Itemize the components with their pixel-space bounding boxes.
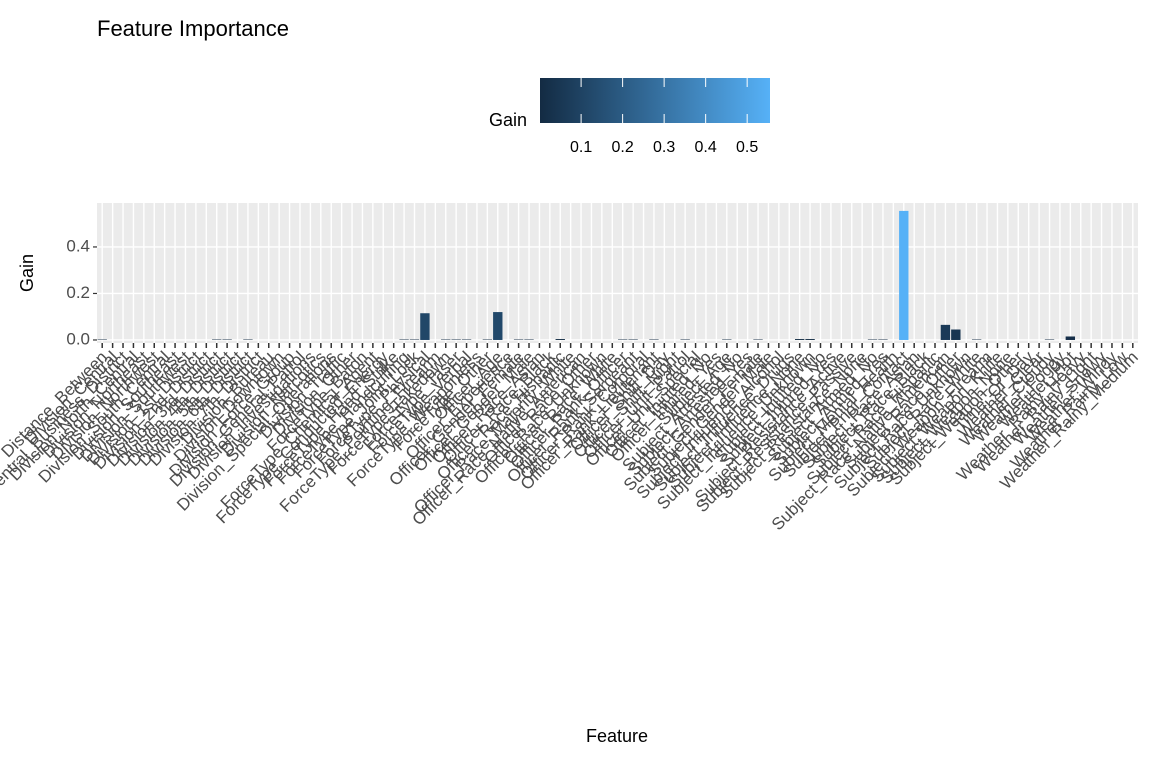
chart-title: Feature Importance [97,16,289,41]
legend-title: Gain [489,110,527,130]
bar [951,329,961,340]
y-tick-label: 0.4 [66,236,90,255]
plot-panel [97,203,1138,343]
bar [794,339,805,340]
colorbar-tick-label: 0.5 [736,139,758,156]
bar [555,339,565,340]
colorbar-tick-label: 0.2 [611,139,633,156]
bar [940,324,951,340]
x-axis-title: Feature [586,726,648,746]
bar [1065,336,1076,340]
colorbar-tick-label: 0.1 [570,139,592,156]
y-tick-label: 0.0 [66,329,90,348]
bar [420,313,430,340]
colorbar [540,78,770,123]
y-axis-title: Gain [17,254,37,292]
bar [805,339,815,340]
y-tick-label: 0.2 [66,283,90,302]
colorbar-tick-label: 0.3 [653,139,675,156]
bar [493,312,503,340]
colorbar-tick-label: 0.4 [695,139,717,156]
bar [899,210,909,340]
